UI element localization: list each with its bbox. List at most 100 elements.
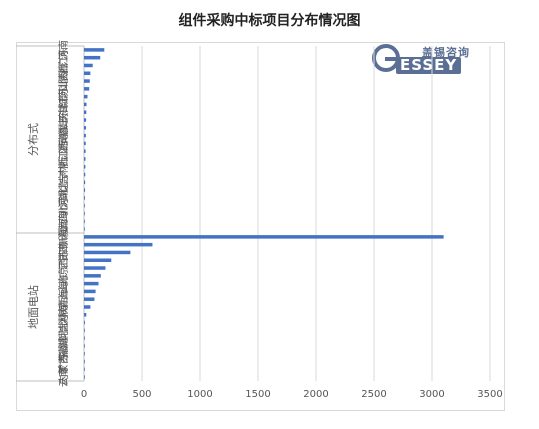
x-tick-label: 2000 <box>303 389 328 400</box>
bar <box>84 274 101 278</box>
bar <box>84 235 444 239</box>
x-tick-label: 3000 <box>419 389 444 400</box>
category-label: 江西 <box>58 141 70 161</box>
chart-title: 组件采购中标项目分布情况图 <box>178 13 361 29</box>
category-label: 辽宁 <box>57 172 70 192</box>
category-label: 吉林 <box>57 313 70 333</box>
bar <box>84 110 87 114</box>
bar <box>84 203 85 208</box>
category-label: 山东 <box>57 274 70 294</box>
category-label: 上海 <box>57 281 70 301</box>
group-label: 分布式 <box>27 123 40 156</box>
bar <box>84 141 86 146</box>
category-label: 内蒙古 <box>57 354 70 384</box>
logo-en-text: ESSEY <box>396 57 462 74</box>
group-label: 地面电站 <box>26 285 40 329</box>
x-tick-label: 0 <box>81 389 87 400</box>
category-label: 甘肃 <box>57 94 70 114</box>
bar <box>84 320 85 325</box>
bar <box>84 313 87 317</box>
bar <box>84 71 91 76</box>
category-label: 福建 <box>57 336 70 356</box>
category-label: 安徽 <box>57 126 70 146</box>
category-label: 浙江 <box>58 55 70 75</box>
category-label: 西藏 <box>58 344 70 364</box>
bar <box>84 344 85 348</box>
bar <box>84 87 90 91</box>
category-label: 广东 <box>57 352 70 372</box>
bar <box>84 172 86 177</box>
bar <box>84 367 85 372</box>
category-label: 北京 <box>57 196 70 216</box>
category-label: 浙江 <box>58 149 70 169</box>
category-label: 江苏 <box>57 87 70 107</box>
bar <box>84 118 87 122</box>
bar <box>84 219 85 224</box>
bar <box>84 133 86 138</box>
x-tick-label: 500 <box>132 389 151 400</box>
category-label: 云南 <box>57 367 70 387</box>
bar <box>84 157 86 161</box>
bar <box>84 94 88 99</box>
bar <box>84 242 153 247</box>
bar <box>84 180 86 185</box>
category-label: 山西 <box>58 71 70 91</box>
bar <box>84 63 93 68</box>
category-label: 河北 <box>58 320 70 340</box>
category-label: 青海 <box>57 289 70 309</box>
category-label: 广西 <box>58 157 70 177</box>
bar <box>84 196 85 200</box>
category-label: 广东 <box>57 48 70 68</box>
bar <box>84 336 85 340</box>
x-tick-label: 3500 <box>477 389 502 400</box>
x-tick-label: 1000 <box>187 389 212 400</box>
category-label: 上海 <box>57 211 70 231</box>
logo-cn-text: 盖锡咨询 <box>422 46 470 59</box>
bar <box>84 281 99 286</box>
category-label: 湖北 <box>58 328 70 348</box>
category-label: 新疆 <box>57 227 70 247</box>
bar <box>84 149 86 153</box>
bar <box>84 126 86 130</box>
x-tick-label: 2500 <box>361 389 386 400</box>
category-label: 湖南 <box>57 133 70 153</box>
category-label: 河南 <box>57 305 70 325</box>
chart-frame <box>16 42 505 411</box>
category-label: 山东 <box>57 110 70 130</box>
bar <box>84 79 90 83</box>
category-label: 甘肃 <box>57 242 70 262</box>
logo-g-bar <box>385 57 397 61</box>
bar <box>84 375 85 379</box>
bar <box>84 328 85 333</box>
category-label: 河南 <box>57 40 70 60</box>
bar <box>84 188 86 192</box>
x-tick-label: 1500 <box>245 389 270 400</box>
bar <box>84 48 105 52</box>
category-label: 北京 <box>57 266 70 286</box>
bar <box>84 297 95 301</box>
bar <box>84 250 131 255</box>
category-label: 河北 <box>58 188 70 208</box>
category-label: 江苏 <box>57 250 70 270</box>
bar <box>84 266 106 270</box>
category-label: 陕西 <box>57 297 70 317</box>
bar <box>84 102 87 107</box>
category-label: 广西 <box>58 258 70 278</box>
category-label: 四川 <box>59 235 70 255</box>
category-label: 海南 <box>57 219 70 239</box>
bar <box>84 359 85 364</box>
category-label: 吉林 <box>57 165 70 185</box>
bar <box>84 165 86 169</box>
bar <box>84 305 91 309</box>
category-label: 四川 <box>59 204 70 224</box>
bar <box>84 55 101 60</box>
category-label: 湖北 <box>58 180 70 200</box>
bar <box>84 227 85 231</box>
bar <box>84 211 85 216</box>
category-label: 天津 <box>58 102 70 122</box>
bar <box>84 351 85 356</box>
bar <box>84 289 96 294</box>
category-label: 福建 <box>57 118 70 138</box>
category-label: 河北 <box>58 79 70 99</box>
